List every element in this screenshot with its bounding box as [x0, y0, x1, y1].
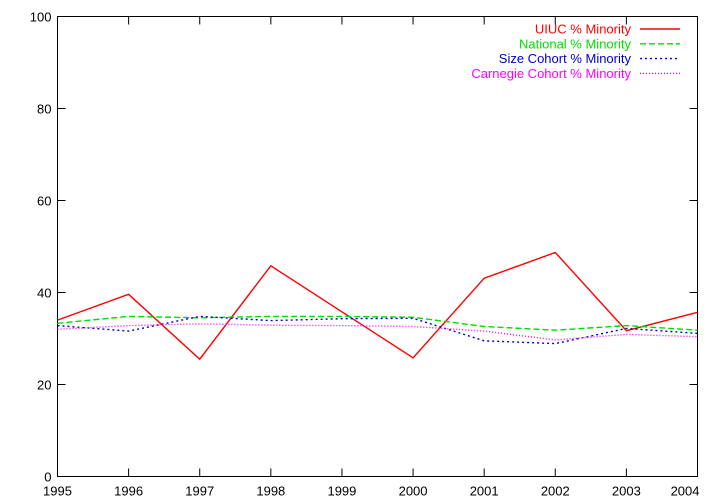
x-tick-label: 1996	[114, 484, 143, 499]
x-tick-label: 2000	[399, 484, 428, 499]
x-tick-label: 2002	[541, 484, 570, 499]
legend-label-2: National % Minority	[519, 36, 631, 51]
series-lines	[57, 251, 698, 361]
x-tick-label: 1997	[185, 484, 214, 499]
series-line-1	[57, 251, 698, 361]
x-tick-label: 2003	[612, 484, 641, 499]
series-line-4	[57, 323, 698, 341]
x-tick-label: 1998	[256, 484, 285, 499]
y-tick-label: 0	[44, 470, 51, 485]
legend-label-3: Size Cohort % Minority	[499, 51, 632, 66]
x-tick-label: 2001	[470, 484, 499, 499]
plot-frame	[57, 16, 698, 477]
y-tick-label: 100	[30, 10, 52, 25]
x-tick-label: 2004	[671, 484, 700, 499]
y-tick-label: 20	[37, 378, 51, 393]
y-tick-label: 40	[37, 286, 51, 301]
y-tick-label: 80	[37, 102, 51, 117]
legend-label-4: Carnegie Cohort % Minority	[471, 66, 631, 81]
axis-ticks: 0 20 40 60 80 100 1995 1996 1997 1998 1999 2000 2001…	[30, 10, 700, 499]
x-tick-label: 1995	[43, 484, 72, 499]
series-line-3	[57, 315, 698, 345]
y-tick-label: 60	[37, 194, 51, 209]
x-tick-label: 1999	[327, 484, 356, 499]
legend-label-1: UIUC % Minority	[535, 22, 632, 37]
series-line-2	[57, 315, 698, 331]
